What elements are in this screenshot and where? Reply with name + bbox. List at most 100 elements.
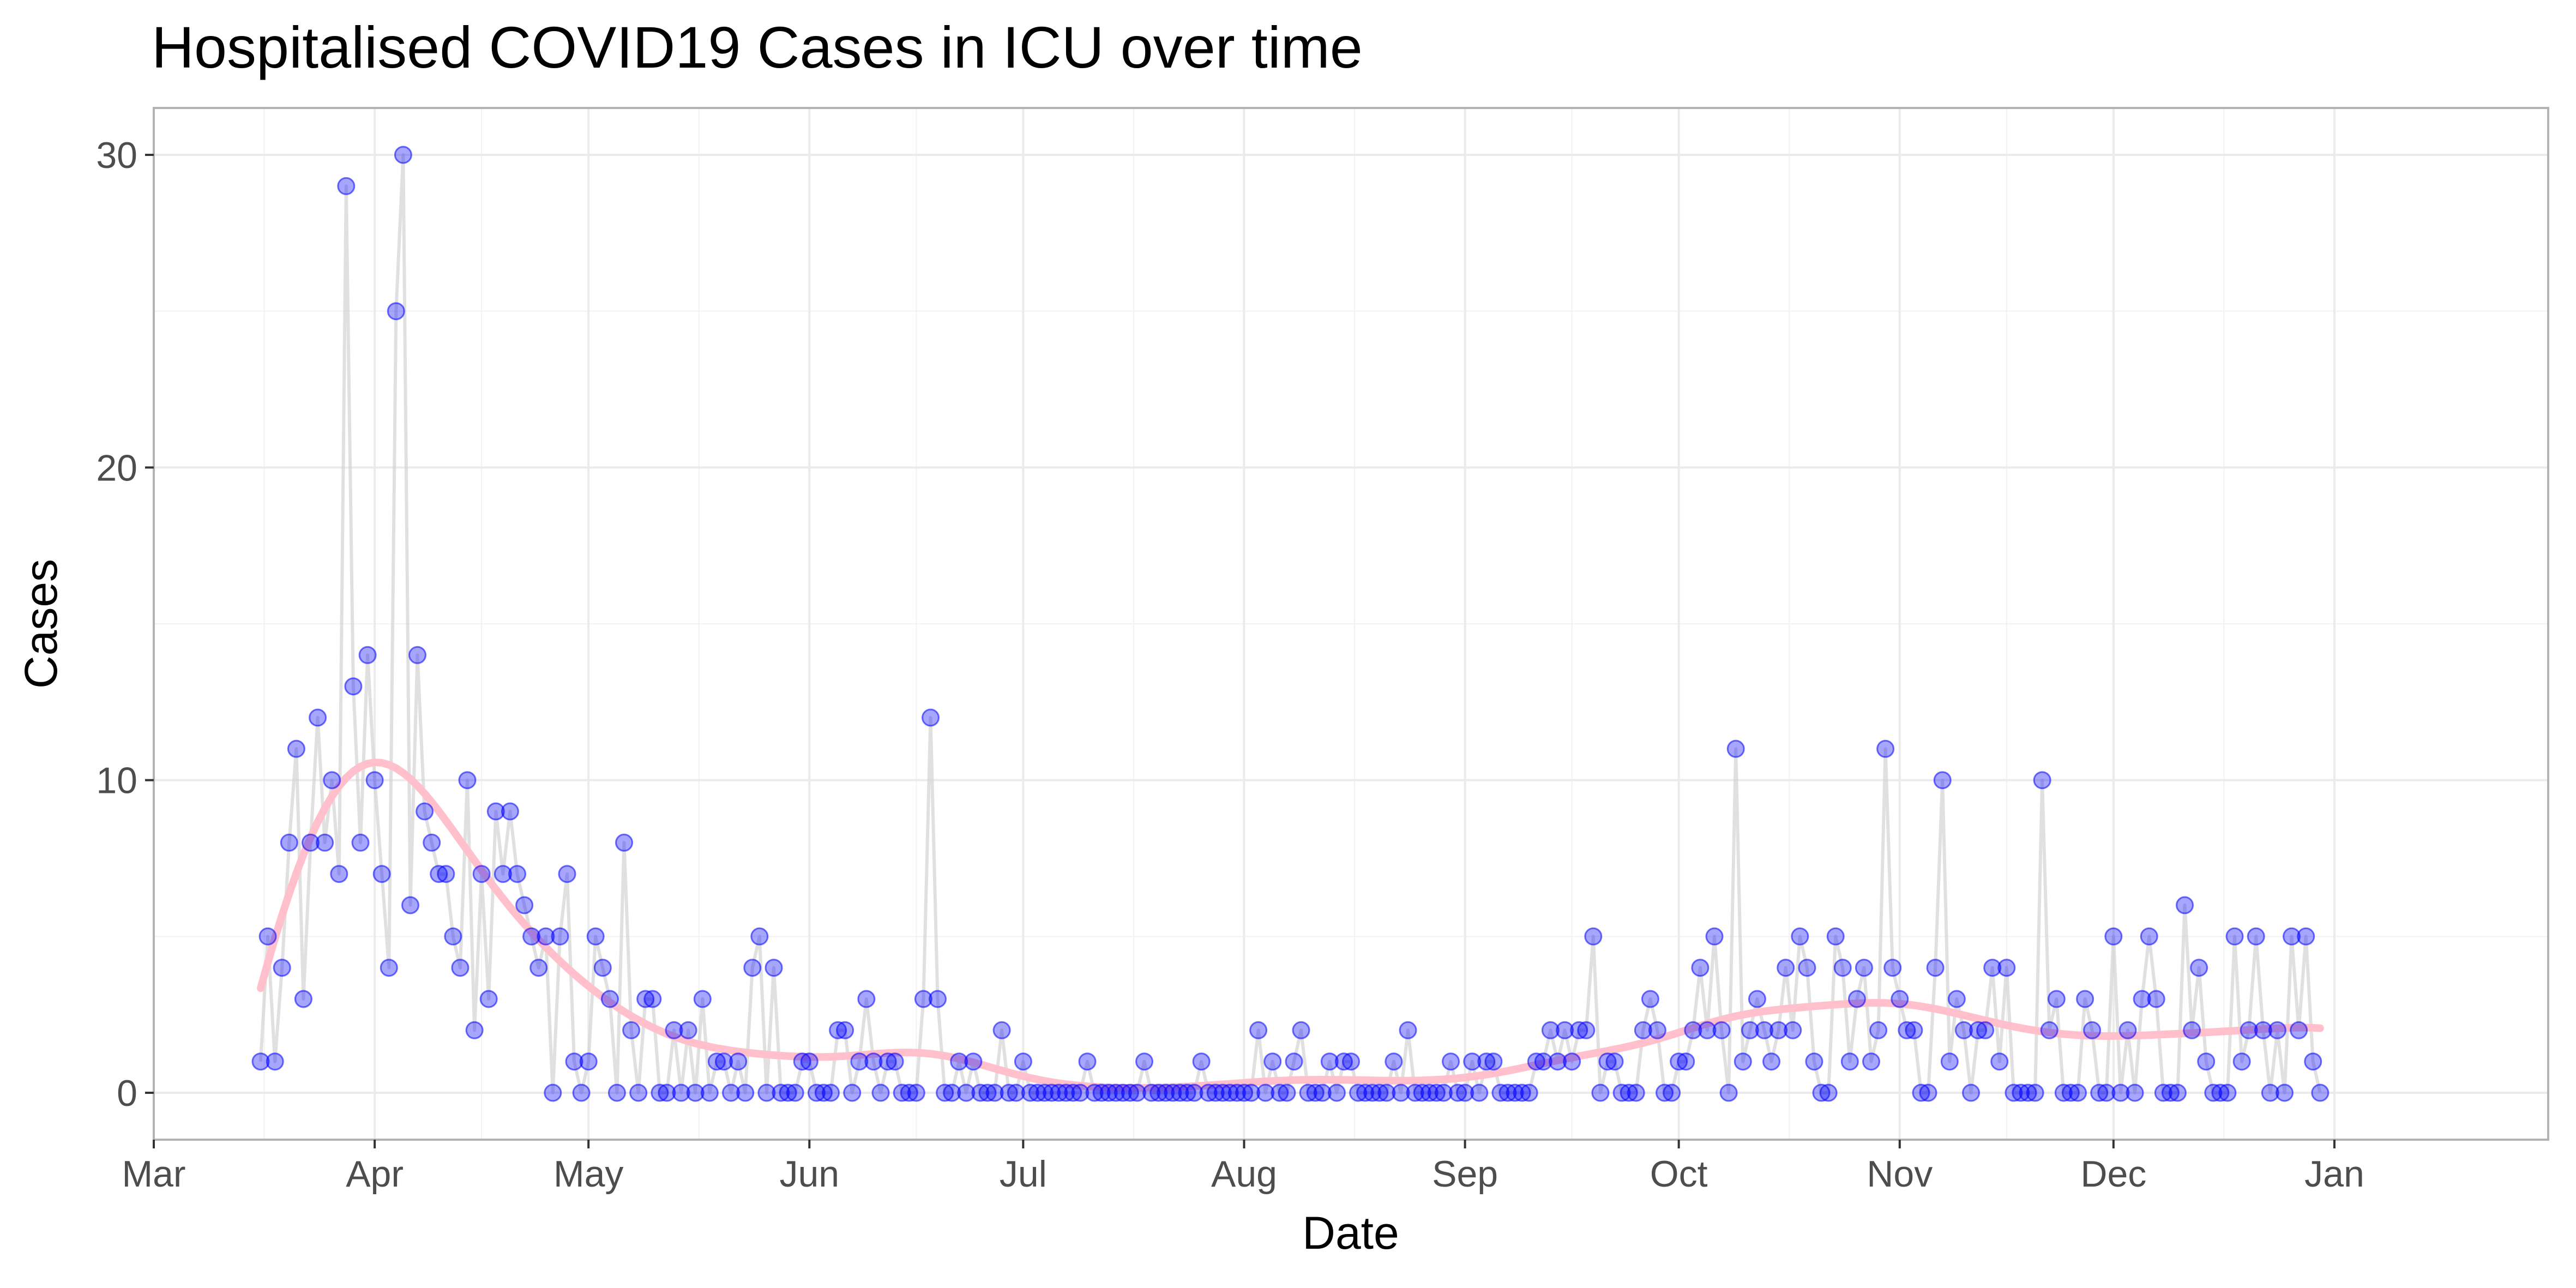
data-point [786, 1084, 804, 1102]
data-point [843, 1084, 862, 1102]
data-point [750, 927, 769, 946]
data-point [1192, 1052, 1211, 1071]
data-point [1106, 1084, 1125, 1102]
data-point [736, 1084, 755, 1102]
data-point [1819, 1084, 1838, 1102]
data-point [1612, 1084, 1631, 1102]
data-point [893, 1084, 911, 1102]
data-point [1413, 1084, 1431, 1102]
x-tick-label: Sep [1432, 1153, 1498, 1195]
data-point [1670, 1052, 1688, 1071]
data-point [1171, 1084, 1189, 1102]
data-point [665, 1021, 683, 1039]
data-point [2168, 1084, 2187, 1102]
data-point [258, 927, 277, 946]
data-point [1976, 1021, 1995, 1039]
x-tick-label: Apr [346, 1153, 404, 1195]
data-point [1549, 1052, 1567, 1071]
x-tick-label: Nov [1867, 1153, 1933, 1195]
data-point [372, 865, 391, 883]
data-point [2083, 1021, 2102, 1039]
data-point [1463, 1052, 1482, 1071]
data-point [2090, 1084, 2109, 1102]
data-point [1570, 1021, 1588, 1039]
data-point [529, 959, 548, 977]
data-point [857, 990, 876, 1008]
x-tick-label: Jan [2304, 1153, 2364, 1195]
data-point [572, 1084, 591, 1102]
data-point [2268, 1021, 2286, 1039]
data-point [2061, 1084, 2080, 1102]
data-point [1962, 1084, 1980, 1102]
data-point [444, 927, 462, 946]
data-point [2054, 1084, 2073, 1102]
data-point [964, 1052, 983, 1071]
data-point [1199, 1084, 1218, 1102]
x-tick-label: Jul [1000, 1153, 1047, 1195]
data-point [1299, 1084, 1317, 1102]
data-point [1620, 1084, 1638, 1102]
data-point [607, 1084, 626, 1102]
data-point [1128, 1084, 1146, 1102]
data-point [430, 865, 448, 883]
data-point [1990, 1052, 2009, 1071]
data-point [1748, 990, 1766, 1008]
data-point [294, 990, 312, 1008]
x-tick-label: May [553, 1153, 623, 1195]
data-point [978, 1084, 997, 1102]
y-tick-label: 0 [117, 1073, 137, 1114]
x-axis-title: Date [1302, 1207, 1399, 1259]
data-point [1933, 771, 1952, 790]
data-point [2154, 1084, 2172, 1102]
data-point [2097, 1084, 2116, 1102]
chart-title: Hospitalised COVID19 Cases in ICU over t… [152, 14, 1363, 80]
data-point [1719, 1084, 1738, 1102]
y-tick-label: 10 [96, 760, 137, 802]
data-point [416, 802, 434, 821]
data-point [266, 1052, 284, 1071]
data-point [1149, 1084, 1168, 1102]
data-point [330, 865, 348, 883]
data-point [1185, 1084, 1203, 1102]
x-tick-label: Mar [122, 1153, 185, 1195]
data-point [316, 833, 334, 852]
data-point [814, 1084, 833, 1102]
data-point [1320, 1052, 1339, 1071]
data-point [1484, 1052, 1503, 1071]
data-point [2240, 1021, 2258, 1039]
data-point [971, 1084, 990, 1102]
data-point [1334, 1052, 1353, 1071]
data-point [1477, 1052, 1496, 1071]
data-point [2218, 1084, 2237, 1102]
data-point [2012, 1084, 2030, 1102]
data-point [593, 959, 612, 977]
data-point [1891, 990, 1909, 1008]
data-point [1292, 1021, 1310, 1039]
data-point [323, 771, 341, 790]
data-point [1847, 990, 1866, 1008]
data-point [1833, 959, 1852, 977]
data-point [1648, 1021, 1666, 1039]
data-point [1563, 1052, 1581, 1071]
data-point [1605, 1052, 1624, 1071]
data-point [715, 1052, 733, 1071]
data-point [565, 1052, 583, 1071]
data-point [423, 833, 441, 852]
data-point [2311, 1084, 2330, 1102]
data-point [2040, 1021, 2059, 1039]
data-point [886, 1052, 904, 1071]
data-point [1840, 1052, 1859, 1071]
data-point [2047, 990, 2066, 1008]
data-point [743, 959, 762, 977]
data-point [1050, 1084, 1068, 1102]
x-tick-label: Jun [779, 1153, 839, 1195]
data-point [1534, 1052, 1552, 1071]
data-point [651, 1084, 669, 1102]
data-point [1997, 959, 2016, 977]
data-point [437, 865, 455, 883]
data-point [394, 146, 412, 164]
data-point [1085, 1084, 1104, 1102]
data-point [1271, 1084, 1289, 1102]
data-point [1584, 927, 1603, 946]
